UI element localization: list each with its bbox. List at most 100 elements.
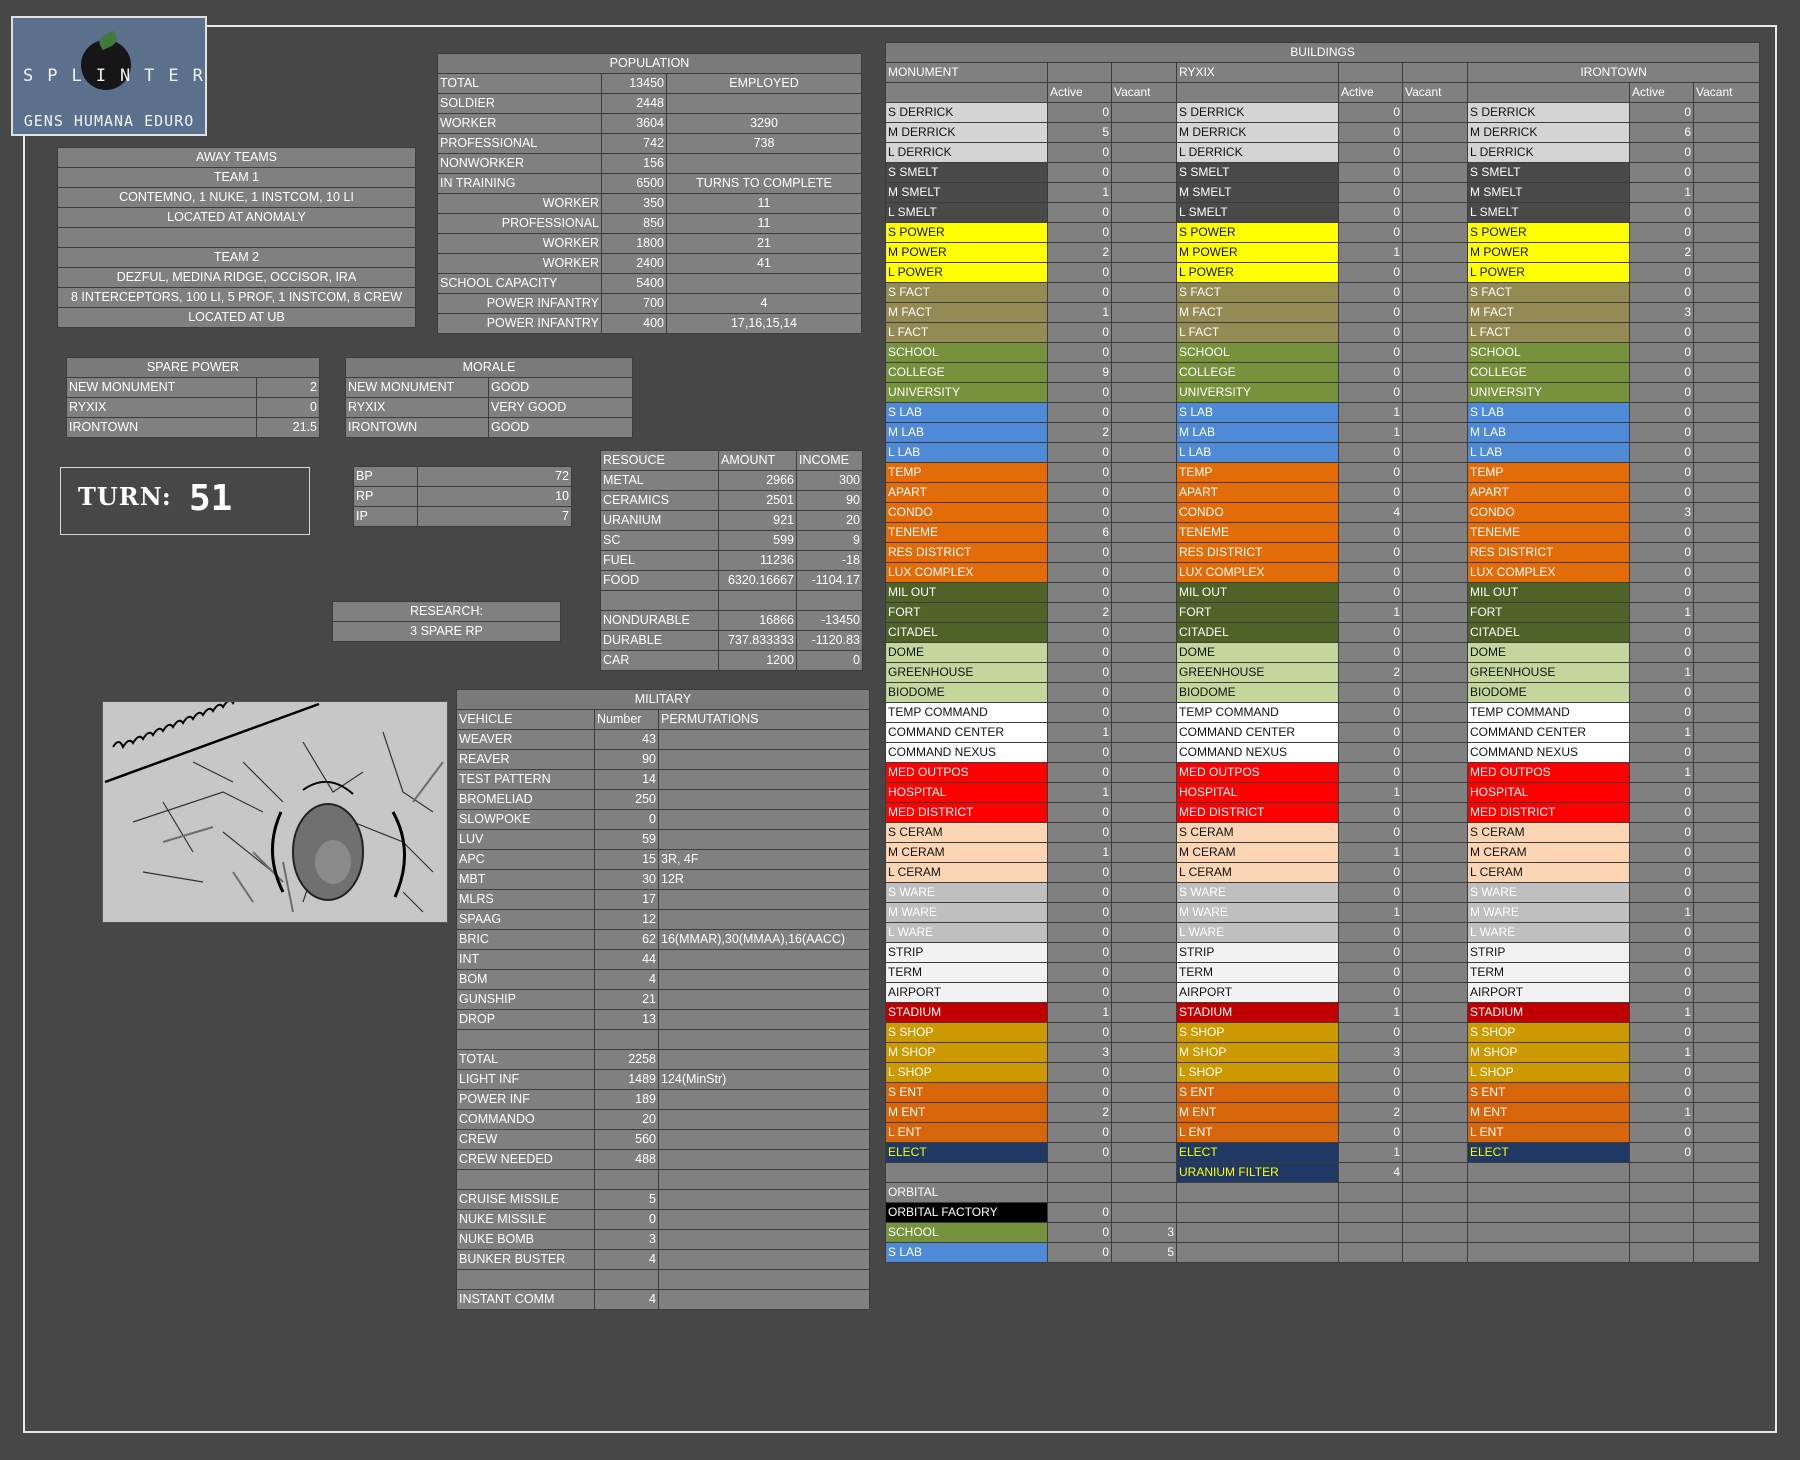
building-vacant xyxy=(1111,542,1177,563)
resource-amount: 2966 xyxy=(718,470,797,491)
building-name: CITADEL xyxy=(885,622,1048,643)
building-active: 0 xyxy=(1338,822,1403,843)
resources-row: NONDURABLE 16866 -13450 xyxy=(600,610,863,631)
building-name: L POWER xyxy=(1467,262,1630,283)
resource-name xyxy=(600,590,719,611)
building-name: TERM xyxy=(1467,962,1630,983)
building-vacant xyxy=(1111,222,1177,243)
building-name: HOSPITAL xyxy=(1176,782,1339,803)
military-row: TOTAL 2258 xyxy=(456,1049,870,1070)
building-row: M FACT 1 M FACT 0 M FACT 3 xyxy=(885,302,1761,323)
building-row: M WARE 0 M WARE 1 M WARE 1 xyxy=(885,902,1761,923)
building-name: L LAB xyxy=(1176,442,1339,463)
building-name: S POWER xyxy=(1176,222,1339,243)
military-vehicle: WEAVER xyxy=(456,729,595,750)
building-name: MED DISTRICT xyxy=(1467,802,1630,823)
population-row: SOLDIER 2448 xyxy=(437,93,862,114)
military-row: SLOWPOKE 0 xyxy=(456,809,870,830)
military-vehicle: BUNKER BUSTER xyxy=(456,1249,595,1270)
building-name: L WARE xyxy=(1176,922,1339,943)
building-name: STADIUM xyxy=(1176,1002,1339,1023)
building-vacant xyxy=(1692,262,1761,283)
building-vacant xyxy=(1111,122,1177,143)
military-row: INT 44 xyxy=(456,949,870,970)
building-active: 0 xyxy=(1629,642,1694,663)
building-active: 0 xyxy=(1047,1022,1112,1043)
military-number: 21 xyxy=(594,989,659,1010)
resource-name: FUEL xyxy=(600,550,719,571)
building-active: 4 xyxy=(1338,1162,1403,1183)
building-vacant xyxy=(1402,622,1468,643)
military-number: 4 xyxy=(594,969,659,990)
building-active: 1 xyxy=(1629,1042,1694,1063)
building-name: CONDO xyxy=(885,502,1048,523)
population-row: WORKER 3604 3290 xyxy=(437,113,862,134)
building-name: L LAB xyxy=(885,442,1048,463)
building-active: 1 xyxy=(1338,782,1403,803)
building-name: S LAB xyxy=(1176,402,1339,423)
building-active: 0 xyxy=(1047,562,1112,583)
resource-name: DURABLE xyxy=(600,630,719,651)
population-table: POPULATION TOTAL 13450 EMPLOYED SOLDIER 2448… xyxy=(437,53,862,334)
military-row: CREW NEEDED 488 xyxy=(456,1149,870,1170)
building-vacant xyxy=(1402,582,1468,603)
building-vacant xyxy=(1692,902,1761,923)
building-vacant xyxy=(1692,662,1761,683)
building-vacant xyxy=(1692,542,1761,563)
building-vacant xyxy=(1402,682,1468,703)
military-permutations: 12R xyxy=(658,869,870,890)
population-row: POWER INFANTRY 700 4 xyxy=(437,293,862,314)
military-row: LIGHT INF 1489 124(MinStr) xyxy=(456,1069,870,1090)
military-row: MLRS 17 xyxy=(456,889,870,910)
building-name: TEMP COMMAND xyxy=(1176,702,1339,723)
building-vacant xyxy=(1692,142,1761,163)
building-vacant xyxy=(1692,602,1761,623)
blank-cell xyxy=(1467,1162,1630,1183)
building-vacant xyxy=(1692,1122,1761,1143)
military-permutations xyxy=(658,1049,870,1070)
military-number: 62 xyxy=(594,929,659,950)
building-active: 0 xyxy=(1338,722,1403,743)
building-name: CITADEL xyxy=(1176,622,1339,643)
building-name: MED DISTRICT xyxy=(1176,802,1339,823)
population-extra: 41 xyxy=(666,253,862,274)
building-row: COMMAND CENTER 1 COMMAND CENTER 0 COMMAND CE… xyxy=(885,722,1761,743)
building-active: 1 xyxy=(1047,1002,1112,1023)
building-active: 0 xyxy=(1629,782,1694,803)
building-name: SCHOOL xyxy=(1467,342,1630,363)
blank-cell xyxy=(1402,1242,1468,1263)
building-row: CITADEL 0 CITADEL 0 CITADEL 0 xyxy=(885,622,1761,643)
blank-cell xyxy=(1338,1202,1403,1223)
building-row: CONDO 0 CONDO 4 CONDO 3 xyxy=(885,502,1761,523)
building-name: COLLEGE xyxy=(1176,362,1339,383)
building-active: 6 xyxy=(1629,122,1694,143)
building-vacant xyxy=(1692,422,1761,443)
building-name: L POWER xyxy=(1176,262,1339,283)
building-name: GREENHOUSE xyxy=(1467,662,1630,683)
building-row: L ENT 0 L ENT 0 L ENT 0 xyxy=(885,1122,1761,1143)
population-label: NONWORKER xyxy=(437,153,602,174)
building-row: URANIUM FILTER 4 xyxy=(885,1162,1761,1183)
building-active: 1 xyxy=(1629,602,1694,623)
building-vacant xyxy=(1692,982,1761,1003)
building-vacant xyxy=(1402,222,1468,243)
blank-cell xyxy=(1402,1162,1468,1183)
building-vacant xyxy=(1692,922,1761,943)
building-name: S SHOP xyxy=(885,1022,1048,1043)
resource-income: 9 xyxy=(796,530,863,551)
building-vacant xyxy=(1692,462,1761,483)
building-active: 1 xyxy=(1047,182,1112,203)
resource-amount: 6320.16667 xyxy=(718,570,797,591)
blank-cell xyxy=(1402,1202,1468,1223)
building-vacant xyxy=(1402,802,1468,823)
building-row: S LAB 0 S LAB 1 S LAB 0 xyxy=(885,402,1761,423)
military-permutations xyxy=(658,1029,870,1050)
resource-income: 20 xyxy=(796,510,863,531)
military-permutations: 3R, 4F xyxy=(658,849,870,870)
building-active: 0 xyxy=(1338,802,1403,823)
building-name: FORT xyxy=(885,602,1048,623)
resources-table: RESOUCE AMOUNT INCOME METAL 2966 300 CERAMICS 2… xyxy=(600,450,863,671)
population-value: 2400 xyxy=(601,253,667,274)
building-name: LUX COMPLEX xyxy=(1467,562,1630,583)
building-active: 0 xyxy=(1629,422,1694,443)
